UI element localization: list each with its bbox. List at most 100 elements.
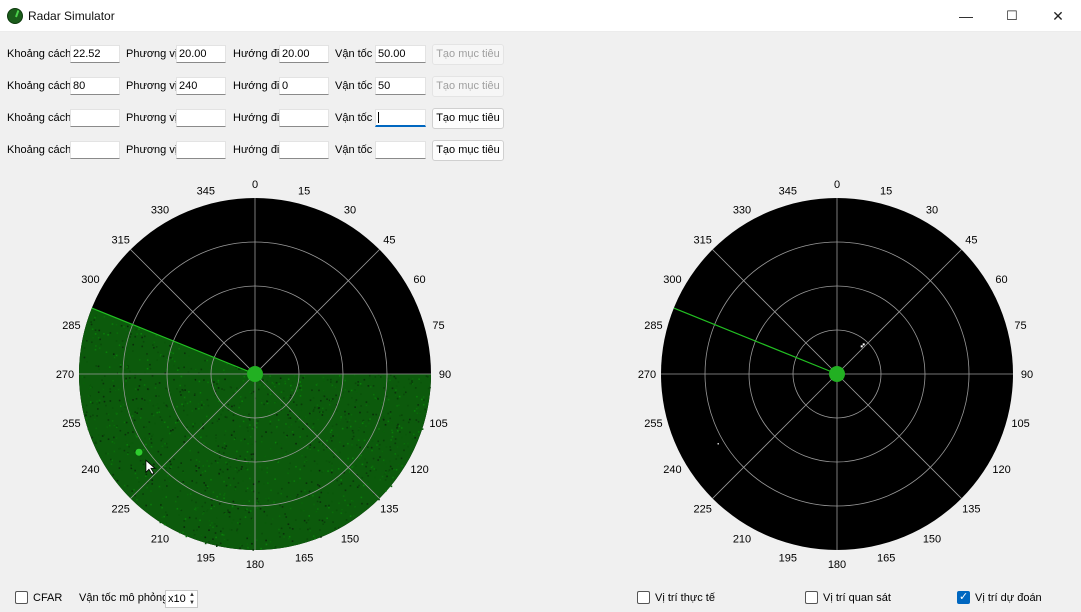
noise-speckle [176, 495, 179, 498]
noise-speckle [277, 461, 279, 463]
noise-speckle [142, 340, 145, 343]
noise-speckle [295, 495, 298, 498]
distance-input[interactable] [70, 109, 120, 127]
bearing-tick-label: 30 [926, 204, 938, 216]
noise-speckle [278, 528, 280, 531]
noise-speckle [218, 418, 220, 420]
noise-speckle [269, 420, 272, 423]
bearing-tick-label: 120 [992, 464, 1010, 476]
observed-position-checkbox-group[interactable]: Vị trí quan sát [805, 590, 905, 608]
bearing-input[interactable] [176, 141, 226, 159]
noise-speckle [210, 507, 213, 510]
noise-speckle [305, 482, 308, 484]
noise-speckle [245, 490, 247, 493]
noise-speckle [95, 427, 98, 430]
bearing-input[interactable] [176, 109, 226, 127]
bearing-tick-label: 60 [995, 274, 1007, 286]
distance-input[interactable]: 22.52 [70, 45, 120, 63]
noise-speckle [184, 518, 187, 520]
noise-speckle [331, 425, 334, 428]
heading-input[interactable]: 20.00 [279, 45, 329, 63]
noise-speckle [231, 405, 233, 408]
true-position-checkbox-group[interactable]: Vị trí thực tế [637, 590, 737, 608]
noise-speckle [313, 446, 316, 449]
noise-speckle [250, 453, 253, 456]
noise-speckle [160, 354, 162, 356]
bearing-input[interactable]: 20.00 [176, 45, 226, 63]
distance-input[interactable] [70, 141, 120, 159]
predicted-position-checkbox-group[interactable]: Vị trí dự đoán [957, 590, 1067, 608]
noise-speckle [134, 411, 137, 413]
noise-speckle [407, 445, 409, 448]
heading-input[interactable] [279, 109, 329, 127]
noise-speckle [134, 469, 136, 472]
speed-input[interactable] [375, 141, 426, 159]
distance-input[interactable]: 80 [70, 77, 120, 95]
noise-speckle [317, 407, 320, 410]
noise-speckle [349, 425, 352, 428]
noise-speckle [251, 542, 253, 545]
noise-speckle [218, 450, 221, 453]
speed-input[interactable]: 50 [375, 77, 426, 95]
noise-speckle [211, 499, 214, 501]
noise-speckle [280, 527, 283, 530]
noise-speckle [97, 365, 100, 368]
spin-arrows-icon[interactable]: ▲ ▼ [189, 592, 195, 606]
noise-speckle [271, 381, 274, 384]
noise-speckle [94, 440, 97, 443]
noise-speckle [170, 429, 172, 432]
noise-speckle [421, 398, 423, 401]
noise-speckle [360, 393, 362, 395]
bearing-input[interactable]: 240 [176, 77, 226, 95]
minimize-button[interactable]: — [959, 8, 973, 24]
noise-speckle [129, 370, 131, 373]
noise-speckle [113, 424, 116, 427]
speed-input[interactable] [375, 109, 426, 127]
noise-speckle [377, 374, 380, 376]
speed-input[interactable]: 50.00 [375, 45, 426, 63]
noise-speckle [161, 445, 164, 448]
noise-speckle [282, 390, 285, 393]
noise-speckle [285, 435, 288, 438]
noise-speckle [280, 492, 282, 495]
noise-speckle [128, 377, 131, 379]
noise-speckle [131, 478, 134, 480]
noise-speckle [352, 515, 355, 517]
noise-speckle [300, 389, 303, 391]
noise-speckle [354, 465, 357, 467]
cfar-checkbox[interactable] [15, 591, 28, 604]
heading-input[interactable]: 0 [279, 77, 329, 95]
create-target-button[interactable]: Tạo mục tiêu [432, 108, 504, 129]
noise-speckle [168, 360, 171, 362]
noise-speckle [163, 515, 165, 518]
noise-speckle [138, 385, 141, 387]
sweep-line [673, 307, 838, 375]
sim-speed-spinbox[interactable]: x10 ▲ ▼ [165, 590, 198, 608]
noise-speckle [284, 513, 286, 515]
maximize-button[interactable]: ☐ [1006, 8, 1018, 23]
noise-speckle [354, 505, 356, 508]
true-position-checkbox[interactable] [637, 591, 650, 604]
observed-position-checkbox[interactable] [805, 591, 818, 604]
predicted-position-checkbox[interactable] [957, 590, 970, 604]
noise-speckle [159, 355, 162, 357]
noise-speckle [228, 460, 231, 463]
noise-speckle [287, 413, 289, 416]
noise-speckle [182, 471, 185, 474]
create-target-button[interactable]: Tạo mục tiêu [432, 76, 504, 97]
noise-speckle [218, 472, 220, 474]
noise-speckle [418, 378, 420, 380]
noise-speckle [334, 374, 337, 377]
noise-speckle [112, 473, 115, 476]
close-button[interactable]: ✕ [1052, 7, 1064, 24]
cfar-checkbox-group[interactable]: CFAR [15, 590, 85, 608]
noise-speckle [172, 429, 174, 431]
create-target-button[interactable]: Tạo mục tiêu [432, 44, 504, 65]
noise-speckle [90, 323, 93, 326]
heading-input[interactable] [279, 141, 329, 159]
noise-speckle [248, 511, 250, 514]
noise-speckle [312, 494, 314, 497]
noise-speckle [425, 375, 428, 378]
create-target-button[interactable]: Tạo mục tiêu [432, 140, 504, 161]
noise-speckle [160, 504, 162, 506]
